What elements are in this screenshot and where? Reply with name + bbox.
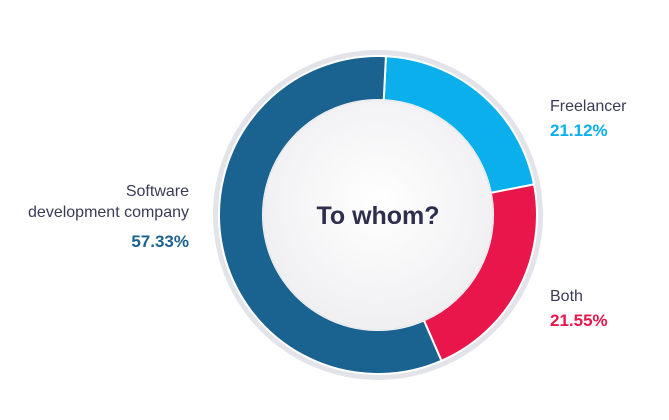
donut-slices — [218, 55, 538, 375]
slice-label-software-text: Software development company — [28, 183, 189, 221]
slice-value-both: 21.55% — [550, 311, 608, 330]
slice-value-freelancer: 21.12% — [550, 121, 608, 140]
donut-center — [262, 99, 494, 331]
slice-label-freelancer: Freelancer — [550, 98, 627, 115]
slice-value-software: 57.33% — [131, 232, 189, 251]
center-title: To whom? — [316, 202, 439, 230]
slice-label-software: Software development company — [0, 181, 189, 223]
slice-label-both: Both — [550, 288, 583, 305]
